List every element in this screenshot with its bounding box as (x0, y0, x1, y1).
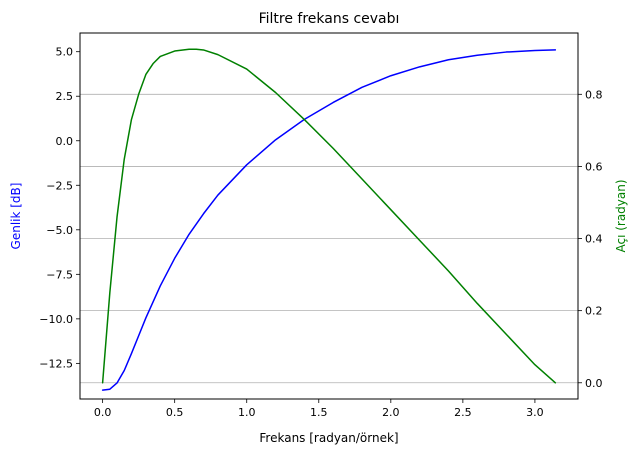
x-axis-ticks: 0.0 0.5 1.0 1.5 2.0 2.5 3.0 (94, 399, 544, 419)
x-tick-label-2: 1.0 (238, 406, 256, 419)
right-tick-label-4: 0.8 (585, 88, 603, 101)
x-tick-label-6: 3.0 (526, 406, 544, 419)
left-axis-ticks: 5.0 2.5 0.0 −2.5 −5.0 −7.5 −10.0 −12.5 (39, 46, 80, 370)
angle-series-line (101, 48, 557, 384)
x-tick-label-3: 1.5 (310, 406, 328, 419)
x-tick-label-4: 2.0 (382, 406, 400, 419)
x-tick-label-5: 2.5 (454, 406, 472, 419)
series-layer (101, 48, 557, 391)
left-tick-label-4: −5.0 (46, 224, 73, 237)
x-tick-label-1: 0.5 (166, 406, 184, 419)
right-tick-label-2: 0.4 (585, 233, 603, 246)
amplitude-series-line (101, 49, 557, 391)
left-axis-label: Genlik [dB] (9, 183, 23, 250)
left-tick-label-2: 0.0 (56, 135, 74, 148)
chart-title: Filtre frekans cevabı (259, 11, 400, 27)
right-tick-label-0: 0.0 (585, 377, 603, 390)
left-tick-label-1: 2.5 (56, 90, 74, 103)
x-tick-label-0: 0.0 (94, 406, 112, 419)
left-tick-label-5: −7.5 (46, 268, 73, 281)
right-tick-label-3: 0.6 (585, 160, 603, 173)
right-axis-ticks: 0.0 0.2 0.4 0.6 0.8 (578, 88, 603, 390)
x-axis-label: Frekans [radyan/örnek] (259, 431, 398, 445)
grid-lines (80, 93, 578, 384)
left-tick-label-6: −10.0 (39, 313, 73, 326)
plot-frame (79, 32, 579, 400)
right-axis-label: Açı (radyan) (614, 179, 628, 252)
left-tick-label-7: −12.5 (39, 357, 73, 370)
left-tick-label-3: −2.5 (46, 179, 73, 192)
left-tick-label-0: 5.0 (56, 46, 74, 59)
right-tick-label-1: 0.2 (585, 305, 603, 318)
